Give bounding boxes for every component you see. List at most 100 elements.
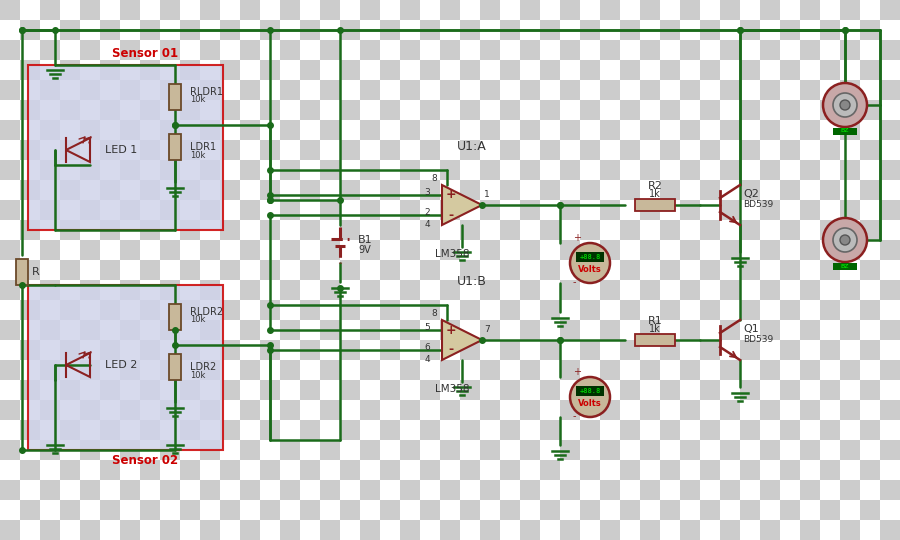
Bar [600,340,620,360]
Text: U1:B: U1:B [457,275,487,288]
Bar [480,280,500,300]
Bar [680,480,700,500]
Bar [460,520,480,540]
Bar [620,140,640,160]
Bar [660,520,680,540]
Bar [120,500,140,520]
Bar [160,280,180,300]
Bar [560,380,580,400]
Bar [240,300,260,320]
Text: LM358: LM358 [435,249,469,259]
Bar [700,120,720,140]
Bar [80,180,100,200]
Text: 1: 1 [484,190,490,199]
Bar [620,400,640,420]
Bar [720,520,740,540]
Bar [300,180,320,200]
Bar [460,400,480,420]
Bar [500,200,520,220]
Bar [280,500,300,520]
Bar [400,180,420,200]
Bar [220,40,240,60]
Bar [40,340,60,360]
Bar [60,100,80,120]
Bar [600,400,620,420]
Bar [860,520,880,540]
Bar [120,300,140,320]
Bar [820,260,840,280]
Bar [540,400,560,420]
Bar [620,360,640,380]
Bar [80,260,100,280]
Bar [40,140,60,160]
Bar [100,100,120,120]
Bar [20,520,40,540]
Bar [560,160,580,180]
Bar [160,180,180,200]
Bar [320,100,340,120]
Bar [180,300,200,320]
Bar [460,440,480,460]
Bar [800,120,820,140]
Bar [169,304,181,330]
Bar [800,420,820,440]
Bar [300,340,320,360]
Bar [260,220,280,240]
Text: BD539: BD539 [743,335,773,344]
Bar [40,20,60,40]
Bar [840,60,860,80]
Bar [60,420,80,440]
Bar [600,180,620,200]
Bar [440,80,460,100]
Bar [700,420,720,440]
Bar [760,320,780,340]
Bar [0,160,20,180]
Bar [520,60,540,80]
Bar [880,180,900,200]
Bar [880,200,900,220]
Bar [440,300,460,320]
Bar [840,260,860,280]
Bar [60,0,80,20]
Bar [280,220,300,240]
Text: LDR1: LDR1 [190,142,216,152]
Bar [640,320,660,340]
Bar [600,200,620,220]
Bar [300,500,320,520]
Bar [560,40,580,60]
Bar [380,240,400,260]
Bar [620,320,640,340]
Bar [780,440,800,460]
Bar [400,260,420,280]
Bar [380,420,400,440]
Bar [300,160,320,180]
Bar [480,0,500,20]
Bar [80,120,100,140]
Bar [800,440,820,460]
Bar [140,100,160,120]
Bar [540,120,560,140]
Bar [160,140,180,160]
Bar [400,40,420,60]
Bar [880,140,900,160]
Bar [520,260,540,280]
Bar [520,180,540,200]
Bar [860,220,880,240]
Bar [140,240,160,260]
Bar [0,240,20,260]
Bar [600,440,620,460]
Bar [340,420,360,440]
Bar [700,360,720,380]
Bar [20,80,40,100]
Bar [380,360,400,380]
Bar [660,60,680,80]
Bar [460,100,480,120]
Bar [100,20,120,40]
Bar [460,480,480,500]
Bar [340,80,360,100]
Bar [160,480,180,500]
Bar [620,20,640,40]
Bar [460,60,480,80]
Bar [180,40,200,60]
Bar [500,160,520,180]
